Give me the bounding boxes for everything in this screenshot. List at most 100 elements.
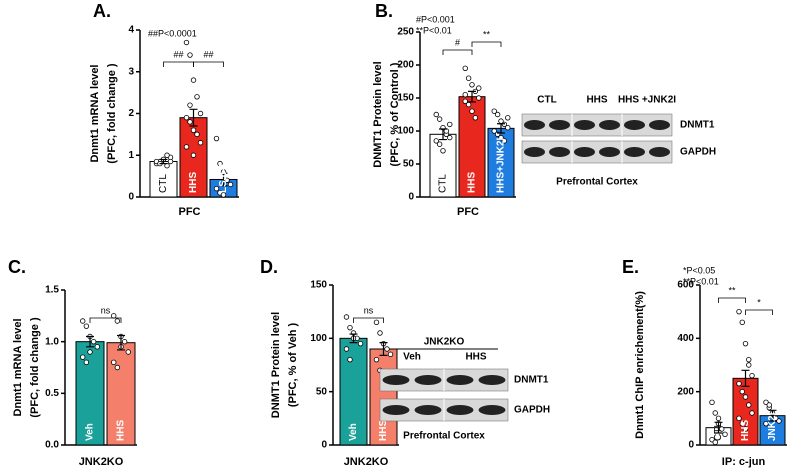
y-tick-label: 200 bbox=[677, 386, 694, 397]
category-label: HHS bbox=[740, 420, 751, 441]
category-label: LSJI-1 bbox=[218, 163, 229, 193]
data-point bbox=[377, 330, 383, 336]
data-point bbox=[472, 115, 479, 121]
error-bar bbox=[86, 335, 94, 348]
bar bbox=[369, 348, 398, 446]
blot-band bbox=[414, 405, 442, 415]
y-tick-label: 200 bbox=[397, 60, 414, 71]
data-point bbox=[739, 420, 745, 427]
significance-bracket bbox=[353, 317, 384, 323]
data-point bbox=[742, 340, 749, 347]
blot-lane-label: HHS +JNK2I bbox=[618, 95, 676, 106]
data-point bbox=[433, 111, 439, 118]
data-point bbox=[187, 52, 193, 58]
data-point bbox=[343, 314, 350, 320]
y-tick-label: 1 bbox=[128, 150, 134, 161]
x-axis-label: PFC bbox=[457, 206, 479, 218]
error-bar bbox=[439, 128, 447, 141]
x-axis-label: PFC bbox=[179, 206, 201, 218]
data-point bbox=[190, 77, 197, 83]
data-point bbox=[347, 324, 353, 331]
data-point bbox=[498, 134, 504, 141]
y-axis-label: DNMT1 Protein level bbox=[270, 312, 282, 418]
data-point bbox=[343, 346, 350, 352]
data-point bbox=[742, 426, 749, 432]
blot-band bbox=[549, 147, 570, 157]
data-point bbox=[494, 111, 501, 118]
blot-lane-label: HHS bbox=[586, 95, 607, 106]
data-point bbox=[742, 394, 749, 400]
data-point bbox=[505, 115, 511, 121]
blot-caption: Prefrontal Cortex bbox=[403, 431, 485, 442]
y-tick-label: 0.0 bbox=[45, 440, 59, 451]
data-point bbox=[722, 431, 728, 438]
annotation: **P<0.01 bbox=[683, 276, 719, 286]
category-label: HHS bbox=[188, 172, 199, 193]
blot-band bbox=[624, 120, 645, 130]
data-point bbox=[476, 95, 482, 101]
category-label: Veh bbox=[85, 423, 96, 441]
data-point bbox=[224, 177, 230, 183]
annotation: **P<0.01 bbox=[416, 25, 452, 35]
error-bar bbox=[768, 409, 777, 422]
y-tick-label: 0 bbox=[688, 440, 694, 451]
blot-row-label: DNMT1 bbox=[680, 120, 715, 131]
annotation: *P<0.05 bbox=[683, 265, 715, 275]
data-point bbox=[80, 318, 86, 324]
data-point bbox=[469, 82, 475, 88]
data-point bbox=[197, 140, 204, 146]
x-axis-label: JNK2KO bbox=[344, 456, 389, 468]
data-point bbox=[501, 138, 508, 144]
x-axis-label: JNK2KO bbox=[79, 456, 124, 468]
blot-band bbox=[446, 375, 474, 385]
data-point bbox=[719, 426, 725, 432]
data-point bbox=[373, 356, 380, 363]
data-point bbox=[436, 141, 443, 147]
data-point bbox=[80, 354, 86, 360]
data-point bbox=[491, 108, 497, 114]
data-point bbox=[465, 75, 472, 81]
panel: C. 0.0 0.5 1.0 1.5 Dnmt1 mRNA level (PFC, fold… bbox=[8, 257, 137, 468]
blot-band bbox=[382, 405, 410, 415]
blot-row-label: GAPDH bbox=[680, 147, 716, 158]
significance-bracket bbox=[163, 61, 194, 67]
significance-bracket bbox=[745, 309, 773, 315]
data-point bbox=[447, 134, 453, 141]
y-tick-label: 50 bbox=[316, 386, 328, 397]
error-bar bbox=[497, 123, 505, 134]
data-point bbox=[462, 91, 468, 98]
significance-label: ## bbox=[203, 49, 213, 59]
y-tick-label: 100 bbox=[310, 333, 327, 344]
blot-row-label: DNMT1 bbox=[514, 375, 549, 386]
data-point bbox=[183, 39, 190, 46]
data-point bbox=[213, 135, 220, 142]
error-bar bbox=[379, 342, 388, 356]
significance-bracket bbox=[89, 317, 122, 323]
blot-band bbox=[599, 120, 620, 130]
blot-band bbox=[574, 147, 595, 157]
data-point bbox=[190, 152, 197, 158]
annotation: #P<0.001 bbox=[416, 14, 455, 24]
bar bbox=[149, 161, 178, 198]
data-point bbox=[220, 192, 227, 198]
data-point bbox=[194, 131, 200, 138]
data-point bbox=[440, 148, 446, 154]
significance-bracket bbox=[193, 61, 224, 67]
panel: A. 0 1 2 3 4 Dnmt1 mRNA level (PFC, fold change… bbox=[89, 1, 239, 218]
data-point bbox=[121, 338, 128, 345]
y-tick-label: 100 bbox=[397, 126, 414, 137]
panel-label: B. bbox=[375, 1, 393, 21]
data-point bbox=[739, 388, 745, 395]
data-point bbox=[90, 338, 97, 345]
category-label: HHS bbox=[467, 172, 478, 193]
blot-band bbox=[549, 120, 570, 130]
data-point bbox=[736, 415, 742, 422]
error-bar bbox=[189, 108, 198, 127]
data-point bbox=[373, 319, 380, 326]
data-point bbox=[436, 116, 443, 122]
y-tick-label: 600 bbox=[677, 280, 694, 291]
significance-bracket bbox=[471, 41, 502, 47]
data-point bbox=[749, 410, 755, 416]
blot-strip bbox=[521, 140, 673, 164]
